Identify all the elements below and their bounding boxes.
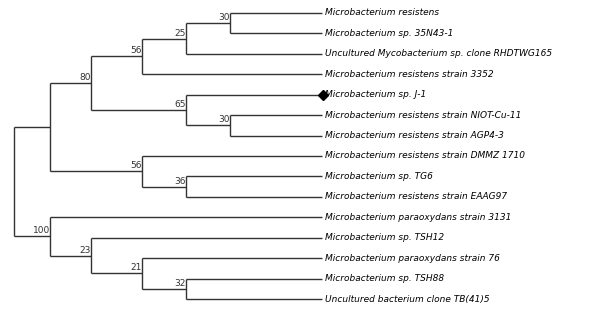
- Text: 65: 65: [175, 100, 186, 109]
- Text: Uncultured bacterium clone TB(41)5: Uncultured bacterium clone TB(41)5: [325, 295, 490, 304]
- Text: 100: 100: [33, 227, 50, 236]
- Text: 56: 56: [131, 46, 142, 56]
- Text: Microbacterium sp. TSH12: Microbacterium sp. TSH12: [325, 233, 445, 242]
- Text: Microbacterium resistens strain AGP4-3: Microbacterium resistens strain AGP4-3: [325, 131, 505, 140]
- Text: 25: 25: [175, 28, 186, 37]
- Text: Microbacterium resistens: Microbacterium resistens: [325, 8, 440, 17]
- Text: 30: 30: [218, 115, 230, 124]
- Text: Microbacterium paraoxydans strain 76: Microbacterium paraoxydans strain 76: [325, 254, 500, 263]
- Text: 23: 23: [79, 246, 91, 255]
- Text: Microbacterium sp. 35N43-1: Microbacterium sp. 35N43-1: [325, 29, 454, 38]
- Text: Microbacterium resistens strain DMMZ 1710: Microbacterium resistens strain DMMZ 171…: [325, 152, 526, 160]
- Text: 80: 80: [79, 73, 91, 82]
- Text: Microbacterium sp. J-1: Microbacterium sp. J-1: [325, 90, 427, 99]
- Text: Microbacterium sp. TSH88: Microbacterium sp. TSH88: [325, 274, 445, 283]
- Text: Microbacterium paraoxydans strain 3131: Microbacterium paraoxydans strain 3131: [325, 213, 512, 222]
- Text: Microbacterium resistens strain NIOT-Cu-11: Microbacterium resistens strain NIOT-Cu-…: [325, 111, 522, 119]
- Text: Microbacterium resistens strain EAAG97: Microbacterium resistens strain EAAG97: [325, 193, 508, 201]
- Text: Microbacterium resistens strain 3352: Microbacterium resistens strain 3352: [325, 70, 494, 79]
- Text: Uncultured Mycobacterium sp. clone RHDTWG165: Uncultured Mycobacterium sp. clone RHDTW…: [325, 49, 553, 58]
- Text: 21: 21: [131, 263, 142, 272]
- Text: 30: 30: [218, 13, 230, 22]
- Text: Microbacterium sp. TG6: Microbacterium sp. TG6: [325, 172, 433, 181]
- Text: 56: 56: [131, 161, 142, 170]
- Text: 32: 32: [175, 279, 186, 288]
- Text: 36: 36: [175, 177, 186, 186]
